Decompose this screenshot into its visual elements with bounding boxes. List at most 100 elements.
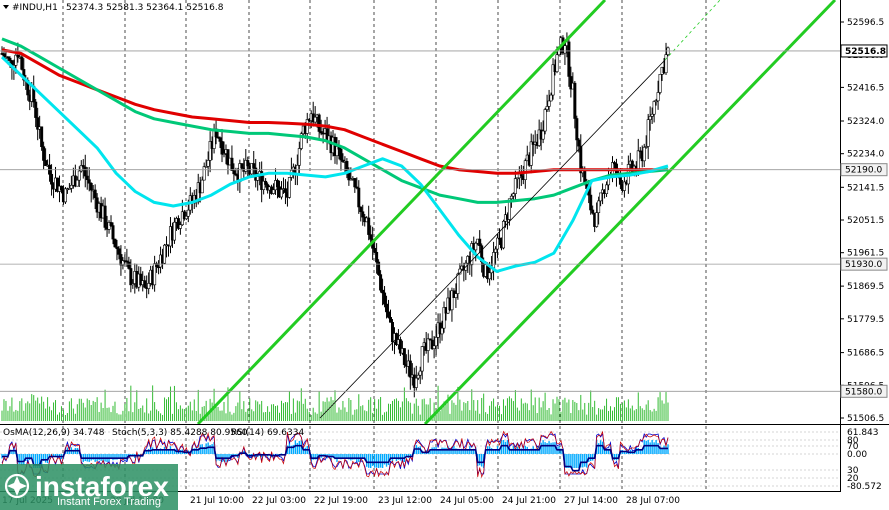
candle-body (204, 166, 208, 168)
candle-body (416, 374, 420, 379)
candle-body (545, 106, 549, 110)
candle-body (656, 92, 660, 102)
rsi-label: RSI(14) 69.6334 (231, 428, 304, 438)
indicator-tick-label: 0.00 (847, 450, 867, 460)
candle-body (652, 101, 656, 115)
dropdown-arrow-icon[interactable] (3, 5, 9, 9)
candle-body (595, 212, 599, 227)
candle-body (260, 171, 264, 190)
candle-body (353, 178, 357, 188)
candle-body (569, 76, 573, 90)
candle-body (375, 251, 379, 263)
candle-body (63, 188, 67, 203)
candle-body (131, 283, 135, 286)
candle-body (454, 293, 458, 298)
candle-body (250, 163, 254, 175)
candle-body (547, 100, 551, 107)
channel-mid-line (319, 59, 666, 419)
time-tick-label: 23 Jul 12:00 (378, 496, 432, 506)
price-tag-box (840, 257, 888, 271)
candle-body (511, 193, 515, 197)
candle-body (450, 290, 454, 311)
candle-body (155, 263, 159, 268)
candle-body (381, 289, 385, 294)
rsi-line (2, 444, 668, 472)
candle-body (321, 132, 325, 135)
candle-body (347, 172, 351, 181)
channel-upper-line (196, 0, 607, 426)
price-tick-label: 52324.0 (847, 117, 884, 127)
brand-watermark: instaforex Instant Forex Trading (0, 464, 178, 510)
candle-body (313, 116, 317, 123)
candle-body (432, 345, 436, 349)
candle-body (369, 234, 373, 240)
candle-body (220, 141, 224, 155)
candle-body (36, 117, 40, 130)
candle-body (612, 162, 616, 165)
candle-body (388, 317, 392, 323)
candle-body (357, 187, 361, 208)
candle-body (498, 237, 502, 240)
candle-body (515, 177, 519, 180)
price-tick-label: 52234.0 (847, 150, 884, 160)
candle-body (83, 166, 87, 177)
watermark-brand: instaforex (35, 471, 169, 502)
price-levels (0, 50, 840, 392)
time-tick-label: 21 Jul 10:00 (190, 496, 244, 506)
osma-label: OsMA(12,26,9) 34.748 (3, 428, 105, 438)
time-tick-label: 24 Jul 21:00 (502, 496, 556, 506)
price-tick-label: 51779.5 (847, 315, 884, 325)
sma-mid-line (1, 37, 669, 204)
stoch-main-line (1, 432, 669, 476)
candle-body (272, 189, 276, 194)
ohlc-readout: 52374.3 52581.3 52364.1 52516.8 (66, 3, 224, 13)
candle-body (373, 247, 377, 253)
candle-body (182, 211, 186, 220)
candle-body (494, 248, 498, 253)
candle-body (279, 189, 283, 198)
candle-body (597, 200, 601, 214)
candle-body (297, 148, 301, 166)
candle-body (143, 280, 147, 288)
candle-body (430, 339, 434, 349)
candle-body (442, 307, 446, 329)
indicator-tick-label: 30 (847, 466, 859, 476)
candle-body (478, 238, 482, 247)
candle-body (230, 157, 234, 171)
candle-body (208, 141, 212, 161)
watermark-tagline: Instant Forex Trading (57, 496, 161, 508)
candle-body (129, 268, 133, 286)
candle-body (115, 246, 119, 250)
candle-body (226, 149, 230, 166)
candle-body (359, 206, 363, 213)
candle-body (642, 146, 646, 162)
candle-body (264, 180, 268, 185)
candle-body (605, 184, 609, 194)
candle-body (440, 327, 444, 335)
candle-body (79, 165, 83, 172)
candle-body (408, 360, 412, 378)
price-tick-label: 51961.5 (847, 249, 884, 259)
candle-body (377, 261, 381, 275)
candle-body (222, 153, 226, 155)
candle-body (383, 292, 387, 305)
candle-body (81, 165, 85, 168)
indicator-tick-label: 70 (847, 442, 859, 452)
candle-body (492, 252, 496, 269)
candle-body (178, 224, 182, 229)
time-tick-label: 24 Jul 05:00 (440, 496, 494, 506)
candle-body (234, 173, 238, 176)
price-tick-label: 52416.5 (847, 83, 884, 93)
candle-body (111, 225, 115, 240)
candle-body (246, 160, 250, 167)
candle-body (341, 159, 345, 162)
time-tick-label: 27 Jul 14:00 (564, 496, 618, 506)
candle-body (361, 211, 365, 218)
sma-fast-line (0, 56, 669, 273)
candle-body (496, 237, 500, 250)
price-tag-box (840, 44, 888, 58)
candle-body (567, 41, 571, 77)
candle-body (153, 263, 157, 286)
candlestick-series (0, 32, 670, 398)
